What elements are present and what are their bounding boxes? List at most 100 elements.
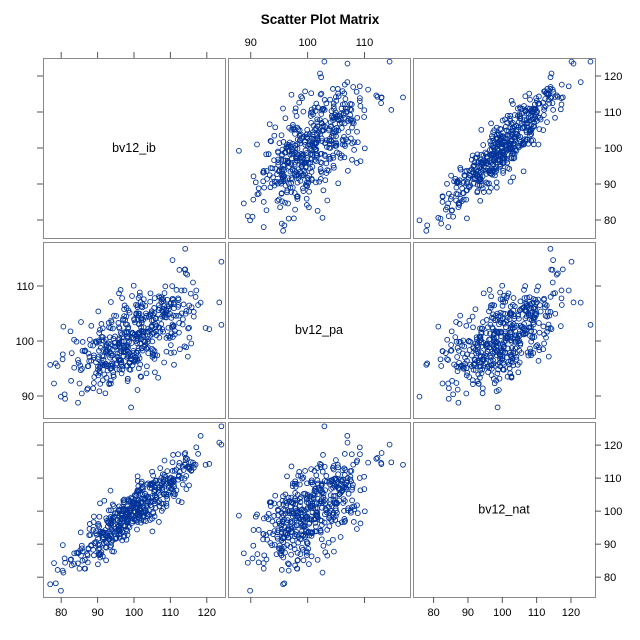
scatter-point: [119, 529, 126, 535]
scatter-point: [108, 520, 115, 527]
scatter-point: [86, 526, 93, 532]
scatter-point: [463, 322, 470, 329]
scatter-point: [400, 94, 406, 101]
scatter-point: [517, 340, 524, 347]
scatter-point: [530, 319, 536, 326]
scatter-point: [474, 189, 481, 196]
scatter-point: [288, 526, 295, 532]
scatter-point: [294, 193, 301, 200]
scatter-point: [438, 363, 445, 369]
scatter-point: [90, 385, 97, 392]
y-tick-label: 110: [604, 107, 622, 119]
panel-frame: [413, 242, 596, 419]
scatter-point: [318, 536, 325, 543]
scatter-point: [183, 344, 190, 351]
scatter-point: [263, 168, 270, 174]
scatter-point: [162, 283, 169, 290]
scatter-point: [508, 339, 515, 345]
scatter-point: [516, 142, 523, 149]
scatter-point: [170, 490, 177, 497]
scatter-point: [565, 287, 572, 294]
scatter-point: [365, 459, 371, 466]
scatter-point: [60, 323, 67, 330]
scatter-point: [282, 510, 289, 517]
chart-title: Scatter Plot Matrix: [261, 12, 380, 27]
x-tick-label: 120: [562, 607, 580, 619]
scatter-point: [268, 138, 274, 145]
scatter-point: [295, 514, 302, 521]
scatter-point: [68, 377, 74, 384]
scatter-point: [121, 313, 127, 319]
scatter-point: [183, 486, 190, 492]
scatter-point: [263, 207, 270, 214]
scatter-point: [483, 150, 490, 157]
scatter-point: [176, 312, 182, 319]
scatter-point: [455, 399, 462, 406]
scatter-point: [504, 373, 511, 380]
scatter-point: [139, 304, 146, 311]
scatter-point: [153, 477, 159, 484]
scatter-point: [299, 152, 306, 158]
scatter-point: [388, 107, 395, 113]
scatter-point: [325, 167, 332, 174]
scatter-point: [107, 544, 113, 550]
scatter-point: [155, 374, 161, 381]
scatter-point: [439, 380, 446, 387]
scatter-point: [448, 172, 454, 179]
scatter-point: [444, 356, 450, 362]
scatter-point: [176, 463, 182, 469]
scatter-point: [163, 481, 170, 487]
scatter-point: [457, 164, 464, 171]
scatter-point: [143, 370, 150, 377]
scatter-point: [120, 507, 126, 514]
scatter-point: [116, 519, 123, 526]
scatter-point: [549, 100, 556, 106]
scatter-point: [278, 510, 285, 516]
scatter-point: [308, 156, 315, 163]
scatter-point: [293, 172, 299, 179]
scatter-point: [313, 489, 319, 495]
scatter-point: [499, 117, 506, 124]
scatter-point: [533, 95, 539, 101]
scatter-point: [318, 498, 325, 504]
scatter-point: [106, 324, 112, 331]
scatter-point: [301, 523, 308, 530]
scatter-point: [137, 519, 144, 526]
scatter-point: [271, 132, 278, 139]
scatter-point: [280, 535, 287, 542]
scatter-point: [331, 548, 337, 555]
scatter-point: [527, 113, 534, 119]
scatter-point: [518, 142, 525, 149]
scatter-point: [285, 175, 291, 181]
scatter-point: [515, 313, 521, 319]
scatter-point: [313, 125, 319, 131]
scatter-point: [126, 507, 133, 514]
scatter-point: [75, 359, 82, 366]
scatter-point: [61, 555, 68, 562]
x-tick-label: 90: [245, 37, 257, 49]
scatter-point: [341, 465, 348, 472]
scatter-point: [116, 343, 123, 349]
scatter-point: [308, 533, 315, 539]
scatter-point: [254, 141, 260, 148]
scatter-point: [547, 309, 554, 315]
scatter-point: [303, 195, 310, 202]
scatter-point: [108, 365, 115, 371]
scatter-point: [308, 466, 315, 472]
scatter-point: [128, 494, 135, 501]
scatter-point: [185, 325, 191, 332]
scatter-point: [95, 542, 102, 549]
scatter-point: [455, 200, 462, 207]
scatter-point: [541, 88, 547, 95]
scatter-point: [286, 180, 292, 187]
scatter-point: [508, 312, 515, 319]
scatter-point: [280, 139, 287, 145]
scatter-point: [292, 142, 299, 149]
scatter-point: [96, 552, 102, 558]
scatter-point: [145, 480, 151, 487]
scatter-point: [486, 308, 492, 315]
scatter-point: [197, 432, 204, 439]
scatter-point: [445, 200, 451, 207]
scatter-point: [356, 444, 363, 451]
